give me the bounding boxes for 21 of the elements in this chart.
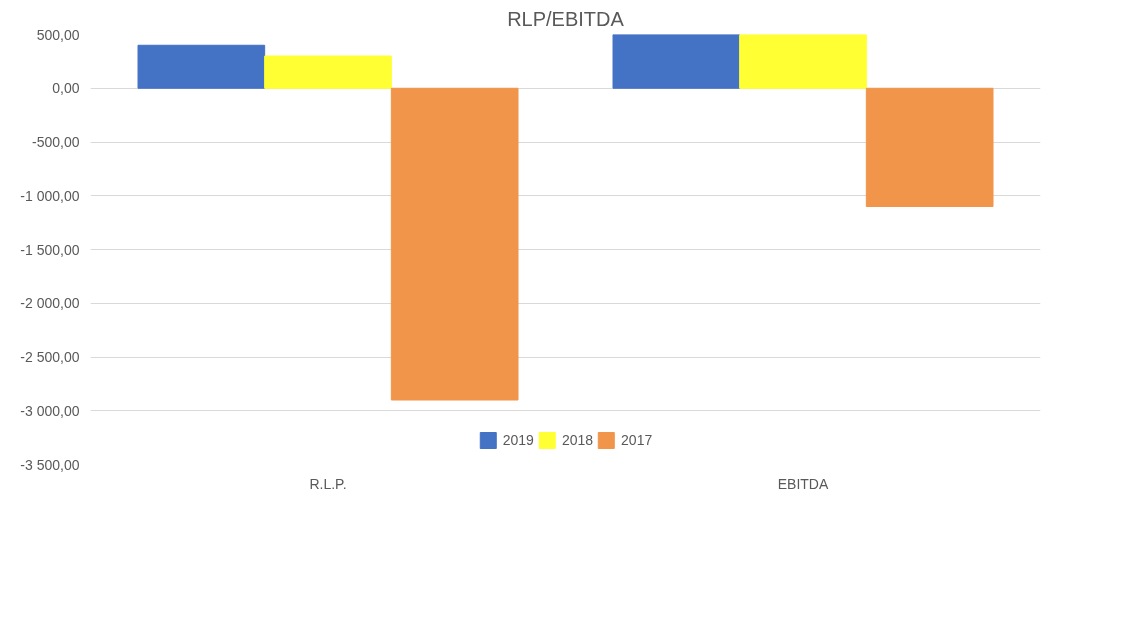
x-tick-label: EBITDA xyxy=(777,475,829,492)
y-tick-label: 500,00 xyxy=(36,26,80,43)
y-tick-label: -3 000,00 xyxy=(20,402,80,419)
y-tick-label: -2 000,00 xyxy=(20,295,80,312)
y-tick-label: 0,00 xyxy=(52,80,80,97)
bar xyxy=(865,87,994,207)
legend-label: 2018 xyxy=(561,432,594,448)
bar xyxy=(612,34,741,89)
y-tick-label: -3 500,00 xyxy=(20,456,80,473)
y-tick-label: -2 500,00 xyxy=(20,349,80,365)
x-tick-label: R.L.P. xyxy=(309,475,347,492)
bar xyxy=(137,44,266,89)
bar xyxy=(739,34,867,89)
chart-title: RLP/EBITDA xyxy=(507,7,625,30)
y-tick-label: -500,00 xyxy=(32,134,80,150)
legend-label: 2017 xyxy=(621,432,653,448)
bar xyxy=(390,87,519,401)
y-tick-label: -1 500,00 xyxy=(20,241,80,258)
y-tick-label: -1 000,00 xyxy=(20,187,80,204)
legend-label: 2019 xyxy=(502,432,534,448)
bar xyxy=(264,55,392,89)
